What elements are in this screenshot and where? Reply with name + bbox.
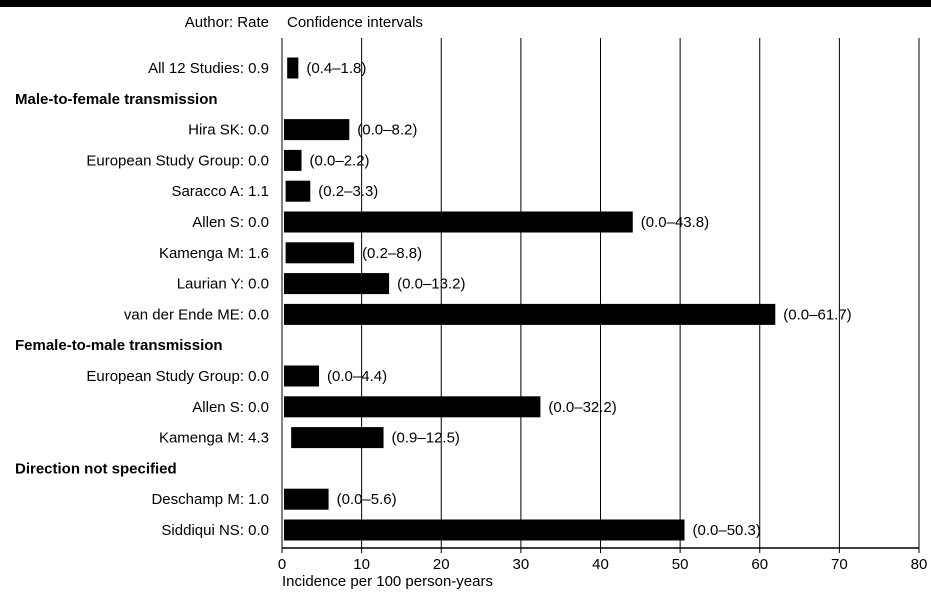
study-label: Kamenga M: 1.6 bbox=[159, 245, 269, 262]
ci-label: (0.0–50.3) bbox=[693, 522, 761, 539]
ci-bar bbox=[291, 427, 384, 449]
ci-bar bbox=[285, 242, 355, 264]
ci-bar bbox=[284, 365, 320, 387]
ci-label: (0.9–12.5) bbox=[392, 430, 460, 447]
ci-bar bbox=[284, 396, 541, 418]
ci-bar bbox=[285, 180, 311, 202]
study-label: European Study Group: 0.0 bbox=[86, 152, 269, 169]
ci-bar bbox=[287, 57, 299, 79]
x-tick-label: 80 bbox=[911, 556, 928, 573]
ci-label: (0.0–32.2) bbox=[548, 399, 616, 416]
header-confidence-intervals: Confidence intervals bbox=[287, 14, 423, 31]
x-tick-label: 20 bbox=[433, 556, 450, 573]
header-author-rate: Author: Rate bbox=[185, 14, 269, 31]
ci-label: (0.0–4.4) bbox=[327, 368, 387, 385]
ci-label: (0.2–3.3) bbox=[318, 183, 378, 200]
study-label: European Study Group: 0.0 bbox=[86, 368, 269, 385]
study-label: Allen S: 0.0 bbox=[192, 399, 269, 416]
study-label: Hira SK: 0.0 bbox=[188, 122, 269, 139]
ci-label: (0.0–43.8) bbox=[641, 214, 709, 231]
x-axis: 0 10 20 30 40 50 60 70 80 bbox=[278, 38, 928, 573]
ci-label: (0.0–8.2) bbox=[357, 122, 417, 139]
x-tick-label: 30 bbox=[513, 556, 530, 573]
group-heading: Male-to-female transmission bbox=[15, 91, 218, 108]
x-tick-label: 50 bbox=[672, 556, 689, 573]
x-axis-label: Incidence per 100 person-years bbox=[282, 573, 493, 590]
ci-label: (0.0–5.6) bbox=[337, 491, 397, 508]
ci-label: (0.0–61.7) bbox=[783, 306, 851, 323]
x-tick-label: 70 bbox=[831, 556, 848, 573]
x-tick-label: 0 bbox=[278, 556, 286, 573]
ci-label: (0.2–8.8) bbox=[362, 245, 422, 262]
x-tick-label: 10 bbox=[353, 556, 370, 573]
study-label: Saracco A: 1.1 bbox=[171, 183, 269, 200]
ci-label: (0.4–1.8) bbox=[306, 60, 366, 77]
gridlines bbox=[361, 38, 920, 548]
top-rule bbox=[0, 0, 931, 7]
group-heading: Female-to-male transmission bbox=[15, 337, 223, 354]
x-tick-label: 40 bbox=[592, 556, 609, 573]
ci-bar bbox=[284, 119, 350, 141]
study-label: van der Ende ME: 0.0 bbox=[124, 306, 269, 323]
study-label: Kamenga M: 4.3 bbox=[159, 430, 269, 447]
ci-bar bbox=[284, 149, 302, 171]
ci-bar bbox=[284, 488, 329, 510]
study-label: Laurian Y: 0.0 bbox=[177, 276, 269, 293]
study-label: All 12 Studies: 0.9 bbox=[148, 60, 269, 77]
ci-bar bbox=[284, 273, 390, 295]
ci-label: (0.0–13.2) bbox=[397, 276, 465, 293]
ci-label: (0.0–2.2) bbox=[310, 152, 370, 169]
plot-rows: All 12 Studies: 0.9 (0.4–1.8) Male-to-fema… bbox=[15, 57, 852, 541]
x-tick-label: 60 bbox=[751, 556, 768, 573]
study-label: Allen S: 0.0 bbox=[192, 214, 269, 231]
group-heading: Direction not specified bbox=[15, 460, 177, 477]
ci-bar bbox=[284, 303, 776, 325]
ci-bar bbox=[284, 211, 633, 233]
study-label: Deschamp M: 1.0 bbox=[151, 491, 269, 508]
ci-bar bbox=[284, 519, 685, 541]
study-label: Siddiqui NS: 0.0 bbox=[161, 522, 269, 539]
